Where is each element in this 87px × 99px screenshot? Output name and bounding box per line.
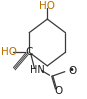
Text: HN: HN bbox=[30, 65, 45, 75]
Text: O: O bbox=[54, 86, 63, 96]
Text: C: C bbox=[25, 47, 33, 57]
Text: •: • bbox=[69, 65, 75, 75]
Text: O: O bbox=[68, 66, 76, 76]
Text: HO: HO bbox=[39, 1, 55, 11]
Text: HO: HO bbox=[1, 47, 17, 57]
